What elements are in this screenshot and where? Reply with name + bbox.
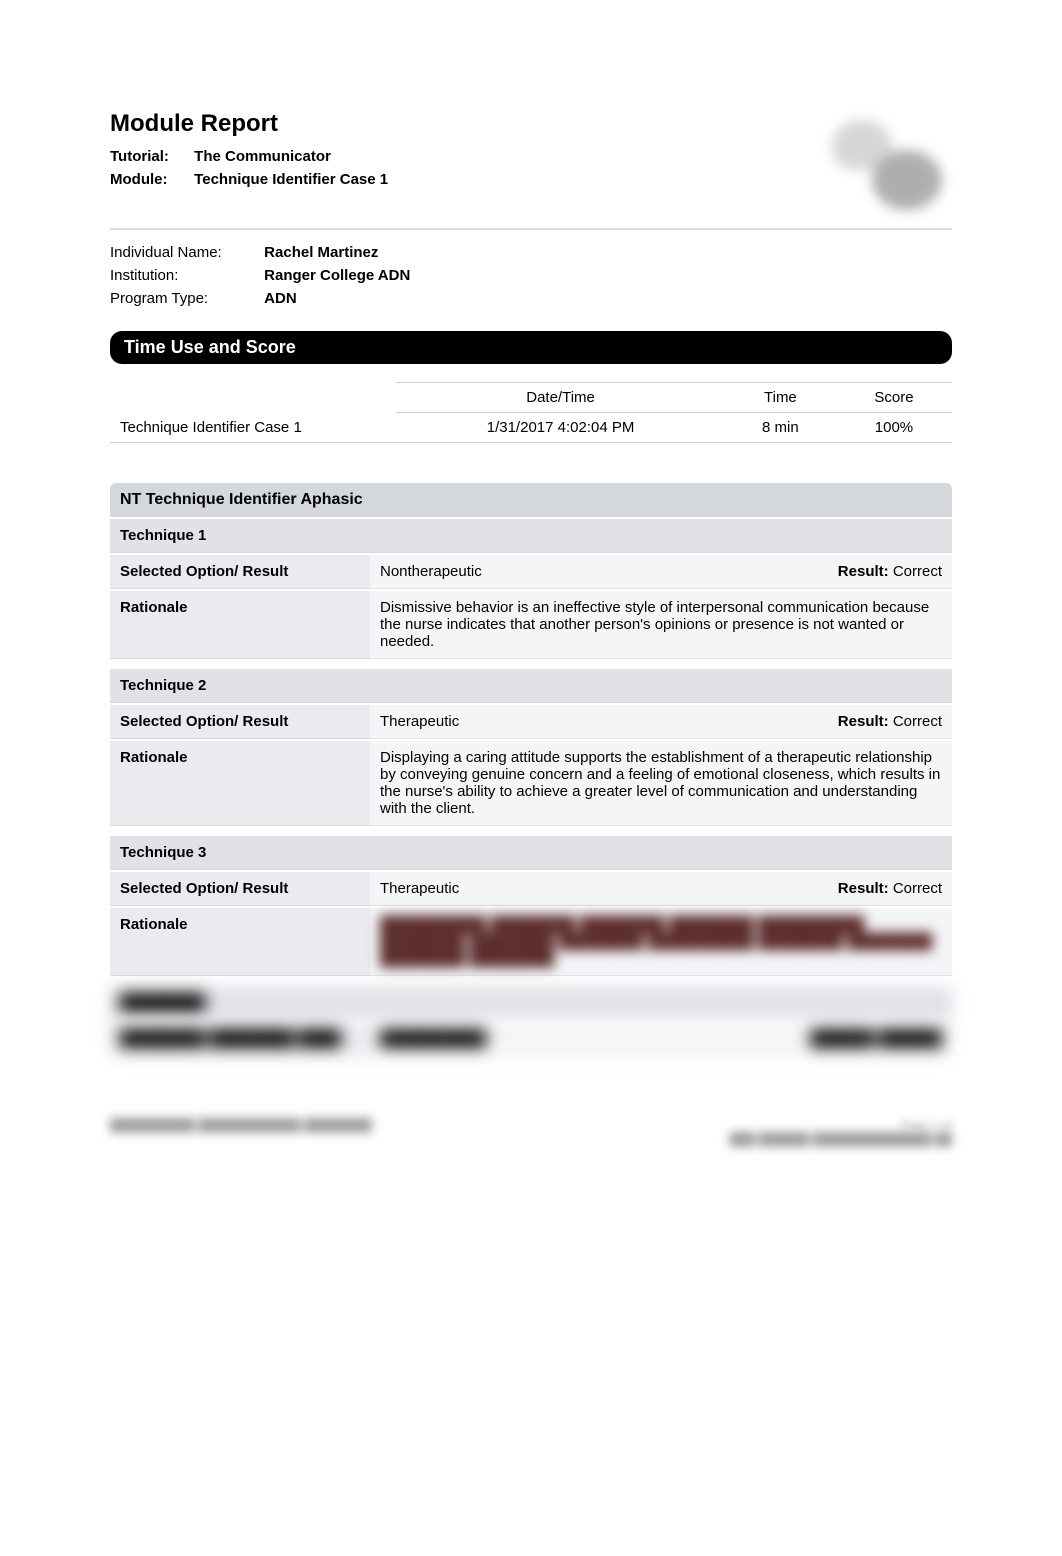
- technique-3-result: Result: Correct: [838, 880, 942, 897]
- technique-3-selected-cell: Therapeutic Result: Correct: [370, 872, 952, 906]
- header-divider: [110, 228, 952, 230]
- footer-right-blurred: ███ ██████ ██████████████ ██: [729, 1132, 952, 1146]
- technique-2-rationale-label: Rationale: [110, 741, 370, 826]
- technique-next-selected-label: ████████ ████████ ████: [110, 1022, 370, 1056]
- technique-3-header-empty: [370, 836, 952, 870]
- technique-1-result: Result: Correct: [838, 563, 942, 580]
- technique-2-header: Technique 2: [110, 669, 952, 703]
- nt-spacer-3: [110, 978, 952, 984]
- technique-next-header-empty: [370, 986, 952, 1020]
- technique-3-rationale-label: Rationale: [110, 908, 370, 976]
- technique-2-rationale-value: Displaying a caring attitude supports th…: [370, 741, 952, 826]
- technique-next-result: ██████ ██████: [810, 1030, 942, 1047]
- technique-2-result: Result: Correct: [838, 713, 942, 730]
- technique-2-selected-cell: Therapeutic Result: Correct: [370, 705, 952, 739]
- technique-3-rationale-cell: ██████████ ████████ ████████ ████████ ██…: [370, 908, 952, 976]
- technique-1-result-label: Result:: [838, 563, 889, 580]
- module-value: Technique Identifier Case 1: [194, 171, 388, 188]
- technique-2-rationale-row: Rationale Displaying a caring attitude s…: [110, 741, 952, 826]
- technique-3-rationale-blurred: ██████████ ████████ ████████ ████████ ██…: [380, 916, 942, 967]
- technique-3-heading: Technique 3: [110, 836, 370, 870]
- technique-1-heading: Technique 1: [110, 519, 370, 553]
- nt-spacer-2: [110, 828, 952, 834]
- footer: ██████████ ████████████ ████████ Page 1 …: [110, 1118, 952, 1146]
- technique-2-header-empty: [370, 669, 952, 703]
- nt-spacer-1: [110, 661, 952, 667]
- technique-next-selected-value: ██████████: [380, 1030, 486, 1047]
- technique-1-selected-row: Selected Option/ Result Nontherapeutic R…: [110, 555, 952, 589]
- technique-1-selected-label: Selected Option/ Result: [110, 555, 370, 589]
- technique-3-selected-row: Selected Option/ Result Therapeutic Resu…: [110, 872, 952, 906]
- time-score-section-title: Time Use and Score: [110, 331, 952, 364]
- program-type-label: Program Type:: [110, 290, 260, 307]
- technique-1-header-empty: [370, 519, 952, 553]
- nt-section-title: NT Technique Identifier Aphasic: [110, 483, 952, 517]
- individual-name-line: Individual Name: Rachel Martinez: [110, 244, 952, 261]
- score-col-empty: [110, 383, 396, 413]
- technique-next-selected-cell: ██████████ ██████ ██████: [370, 1022, 952, 1056]
- technique-2-selected-row: Selected Option/ Result Therapeutic Resu…: [110, 705, 952, 739]
- technique-1-rationale-row: Rationale Dismissive behavior is an inef…: [110, 591, 952, 659]
- institution-value: Ranger College ADN: [264, 267, 410, 284]
- technique-next-header-blurred: ████████: [110, 986, 952, 1020]
- technique-3-selected-label: Selected Option/ Result: [110, 872, 370, 906]
- score-row-datetime: 1/31/2017 4:02:04 PM: [396, 413, 725, 443]
- score-table: Date/Time Time Score Technique Identifie…: [110, 382, 952, 443]
- report-page: Module Report Tutorial: The Communicator…: [0, 0, 1062, 1206]
- score-col-datetime: Date/Time: [396, 383, 725, 413]
- technique-2-selected-label: Selected Option/ Result: [110, 705, 370, 739]
- technique-1-rationale-value: Dismissive behavior is an ineffective st…: [370, 591, 952, 659]
- technique-next-result-label: ██████: [810, 1030, 874, 1047]
- technique-next-selected-row-blurred: ████████ ████████ ████ ██████████ ██████…: [110, 1022, 952, 1056]
- tutorial-value: The Communicator: [194, 148, 331, 165]
- technique-2-result-label: Result:: [838, 713, 889, 730]
- score-row-time: 8 min: [725, 413, 836, 443]
- technique-2-heading: Technique 2: [110, 669, 370, 703]
- technique-next-heading: ████████: [110, 986, 370, 1020]
- technique-1-rationale-label: Rationale: [110, 591, 370, 659]
- score-table-header-row: Date/Time Time Score: [110, 383, 952, 413]
- footer-left-blurred: ██████████ ████████████ ████████: [110, 1118, 372, 1146]
- nt-table: Technique 1 Selected Option/ Result Nont…: [110, 517, 952, 1058]
- technique-1-header: Technique 1: [110, 519, 952, 553]
- module-label: Module:: [110, 171, 190, 188]
- logo-image: [802, 110, 952, 220]
- footer-right-block: Page 1 of ███ ██████ ██████████████ ██: [729, 1118, 952, 1146]
- score-col-score: Score: [836, 383, 952, 413]
- footer-page-number: Page 1 of: [729, 1118, 952, 1132]
- technique-3-selected-value: Therapeutic: [380, 880, 459, 897]
- institution-label: Institution:: [110, 267, 260, 284]
- info-block: Individual Name: Rachel Martinez Institu…: [110, 244, 952, 307]
- score-row-module: Technique Identifier Case 1: [110, 413, 396, 443]
- technique-3-result-value: Correct: [893, 880, 942, 897]
- program-type-value: ADN: [264, 290, 297, 307]
- header-row: Module Report Tutorial: The Communicator…: [110, 110, 952, 220]
- technique-1-selected-value: Nontherapeutic: [380, 563, 482, 580]
- tutorial-label: Tutorial:: [110, 148, 190, 165]
- program-type-line: Program Type: ADN: [110, 290, 952, 307]
- technique-3-rationale-row: Rationale ██████████ ████████ ████████ █…: [110, 908, 952, 976]
- technique-2-selected-value: Therapeutic: [380, 713, 459, 730]
- score-row-score: 100%: [836, 413, 952, 443]
- header-left: Module Report Tutorial: The Communicator…: [110, 110, 802, 194]
- score-col-time: Time: [725, 383, 836, 413]
- technique-1-selected-cell: Nontherapeutic Result: Correct: [370, 555, 952, 589]
- individual-name-value: Rachel Martinez: [264, 244, 378, 261]
- technique-3-result-label: Result:: [838, 880, 889, 897]
- technique-1-result-value: Correct: [893, 563, 942, 580]
- individual-name-label: Individual Name:: [110, 244, 260, 261]
- technique-2-result-value: Correct: [893, 713, 942, 730]
- tutorial-line: Tutorial: The Communicator: [110, 148, 802, 165]
- page-title: Module Report: [110, 110, 802, 138]
- institution-line: Institution: Ranger College ADN: [110, 267, 952, 284]
- score-table-row: Technique Identifier Case 1 1/31/2017 4:…: [110, 413, 952, 443]
- technique-next-result-value: ██████: [878, 1030, 942, 1047]
- module-line: Module: Technique Identifier Case 1: [110, 171, 802, 188]
- technique-3-header: Technique 3: [110, 836, 952, 870]
